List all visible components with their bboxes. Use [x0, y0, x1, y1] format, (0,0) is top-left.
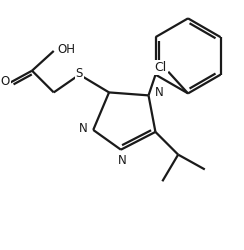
Text: OH: OH — [58, 44, 76, 57]
Text: S: S — [76, 67, 83, 80]
Text: Cl: Cl — [154, 61, 166, 74]
Text: N: N — [79, 122, 88, 136]
Text: O: O — [1, 75, 10, 88]
Text: N: N — [118, 154, 126, 167]
Text: N: N — [155, 86, 164, 99]
